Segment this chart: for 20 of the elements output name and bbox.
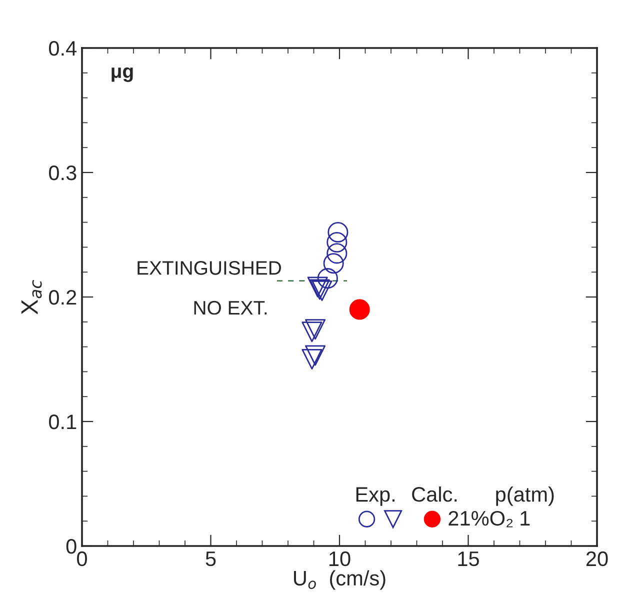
y-axis-title: X$_{ac}$ xyxy=(21,280,42,314)
x-tick-label: 15 xyxy=(458,552,479,566)
y-tick-label: 0.2 xyxy=(48,290,76,305)
annotation: μg xyxy=(112,67,133,82)
x-axis-title: U$_{o}$ (cm/s) xyxy=(294,570,386,590)
y-tick-label: 0.1 xyxy=(48,414,76,430)
x-tick-label: 20 xyxy=(586,551,608,566)
annotation: NO EXT. xyxy=(194,300,267,315)
annotation: Exp. xyxy=(356,487,394,506)
x-tick-label: 0 xyxy=(77,551,87,566)
x-tick-label: 10 xyxy=(330,551,350,566)
y-tick-label: 0 xyxy=(66,539,76,554)
y-tick-label: 0.4 xyxy=(48,41,77,56)
y-tick-label: 0.3 xyxy=(48,166,76,180)
annotation: 1 xyxy=(520,511,530,526)
annotation: EXTINGUISHED xyxy=(138,261,281,275)
annotation: Calc. xyxy=(412,486,457,502)
annotation: 21%O₂ xyxy=(448,510,513,528)
x-tick-label: 5 xyxy=(206,552,216,566)
annotation: p(atm) xyxy=(496,486,554,506)
